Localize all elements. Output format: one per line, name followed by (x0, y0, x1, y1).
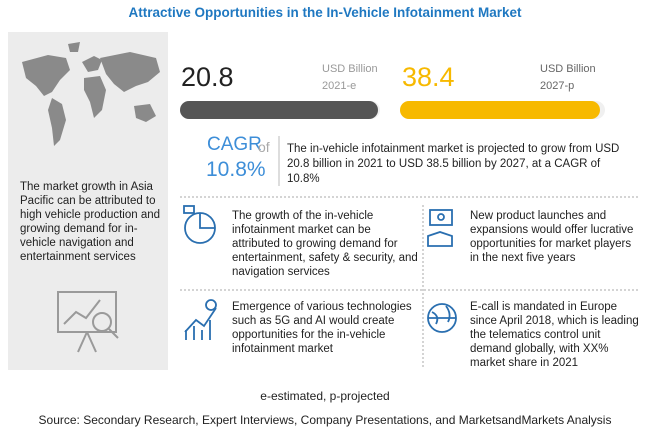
unit-2027: USD Billion (540, 63, 596, 75)
left-panel-text: The market growth in Asia Pacific can be… (20, 181, 161, 263)
unit-2021: USD Billion (322, 63, 378, 75)
year-2027: 2027-p (540, 80, 575, 92)
icons (183, 205, 457, 340)
summary: The in-vehicle infotainment market is pr… (287, 143, 620, 185)
insight: The growth of the in-vehicle infotainmen… (232, 210, 418, 278)
insight: New product launches and expansions woul… (470, 210, 634, 264)
insight: E-call is mandated in Europe since April… (470, 301, 639, 369)
world-map (22, 42, 160, 146)
cagr-value: 10.8% (206, 158, 266, 181)
footnote: e-estimated, p-projected (260, 389, 390, 403)
value-2027: 38.4 (402, 62, 455, 92)
title: Attractive Opportunities in the In-Vehic… (128, 5, 522, 20)
analysis-icon (57, 291, 119, 353)
year-2021: 2021-e (322, 80, 357, 92)
bar-2027 (400, 101, 600, 119)
dotted-dividers (180, 196, 640, 368)
source: Source: Secondary Research, Expert Inter… (38, 413, 612, 427)
cagr-label: CAGR (207, 134, 262, 155)
insight: Emergence of various technologies such a… (232, 301, 412, 355)
bar-2021 (180, 101, 378, 119)
value-2021: 20.8 (181, 62, 234, 92)
cagr-of: of (258, 139, 270, 155)
